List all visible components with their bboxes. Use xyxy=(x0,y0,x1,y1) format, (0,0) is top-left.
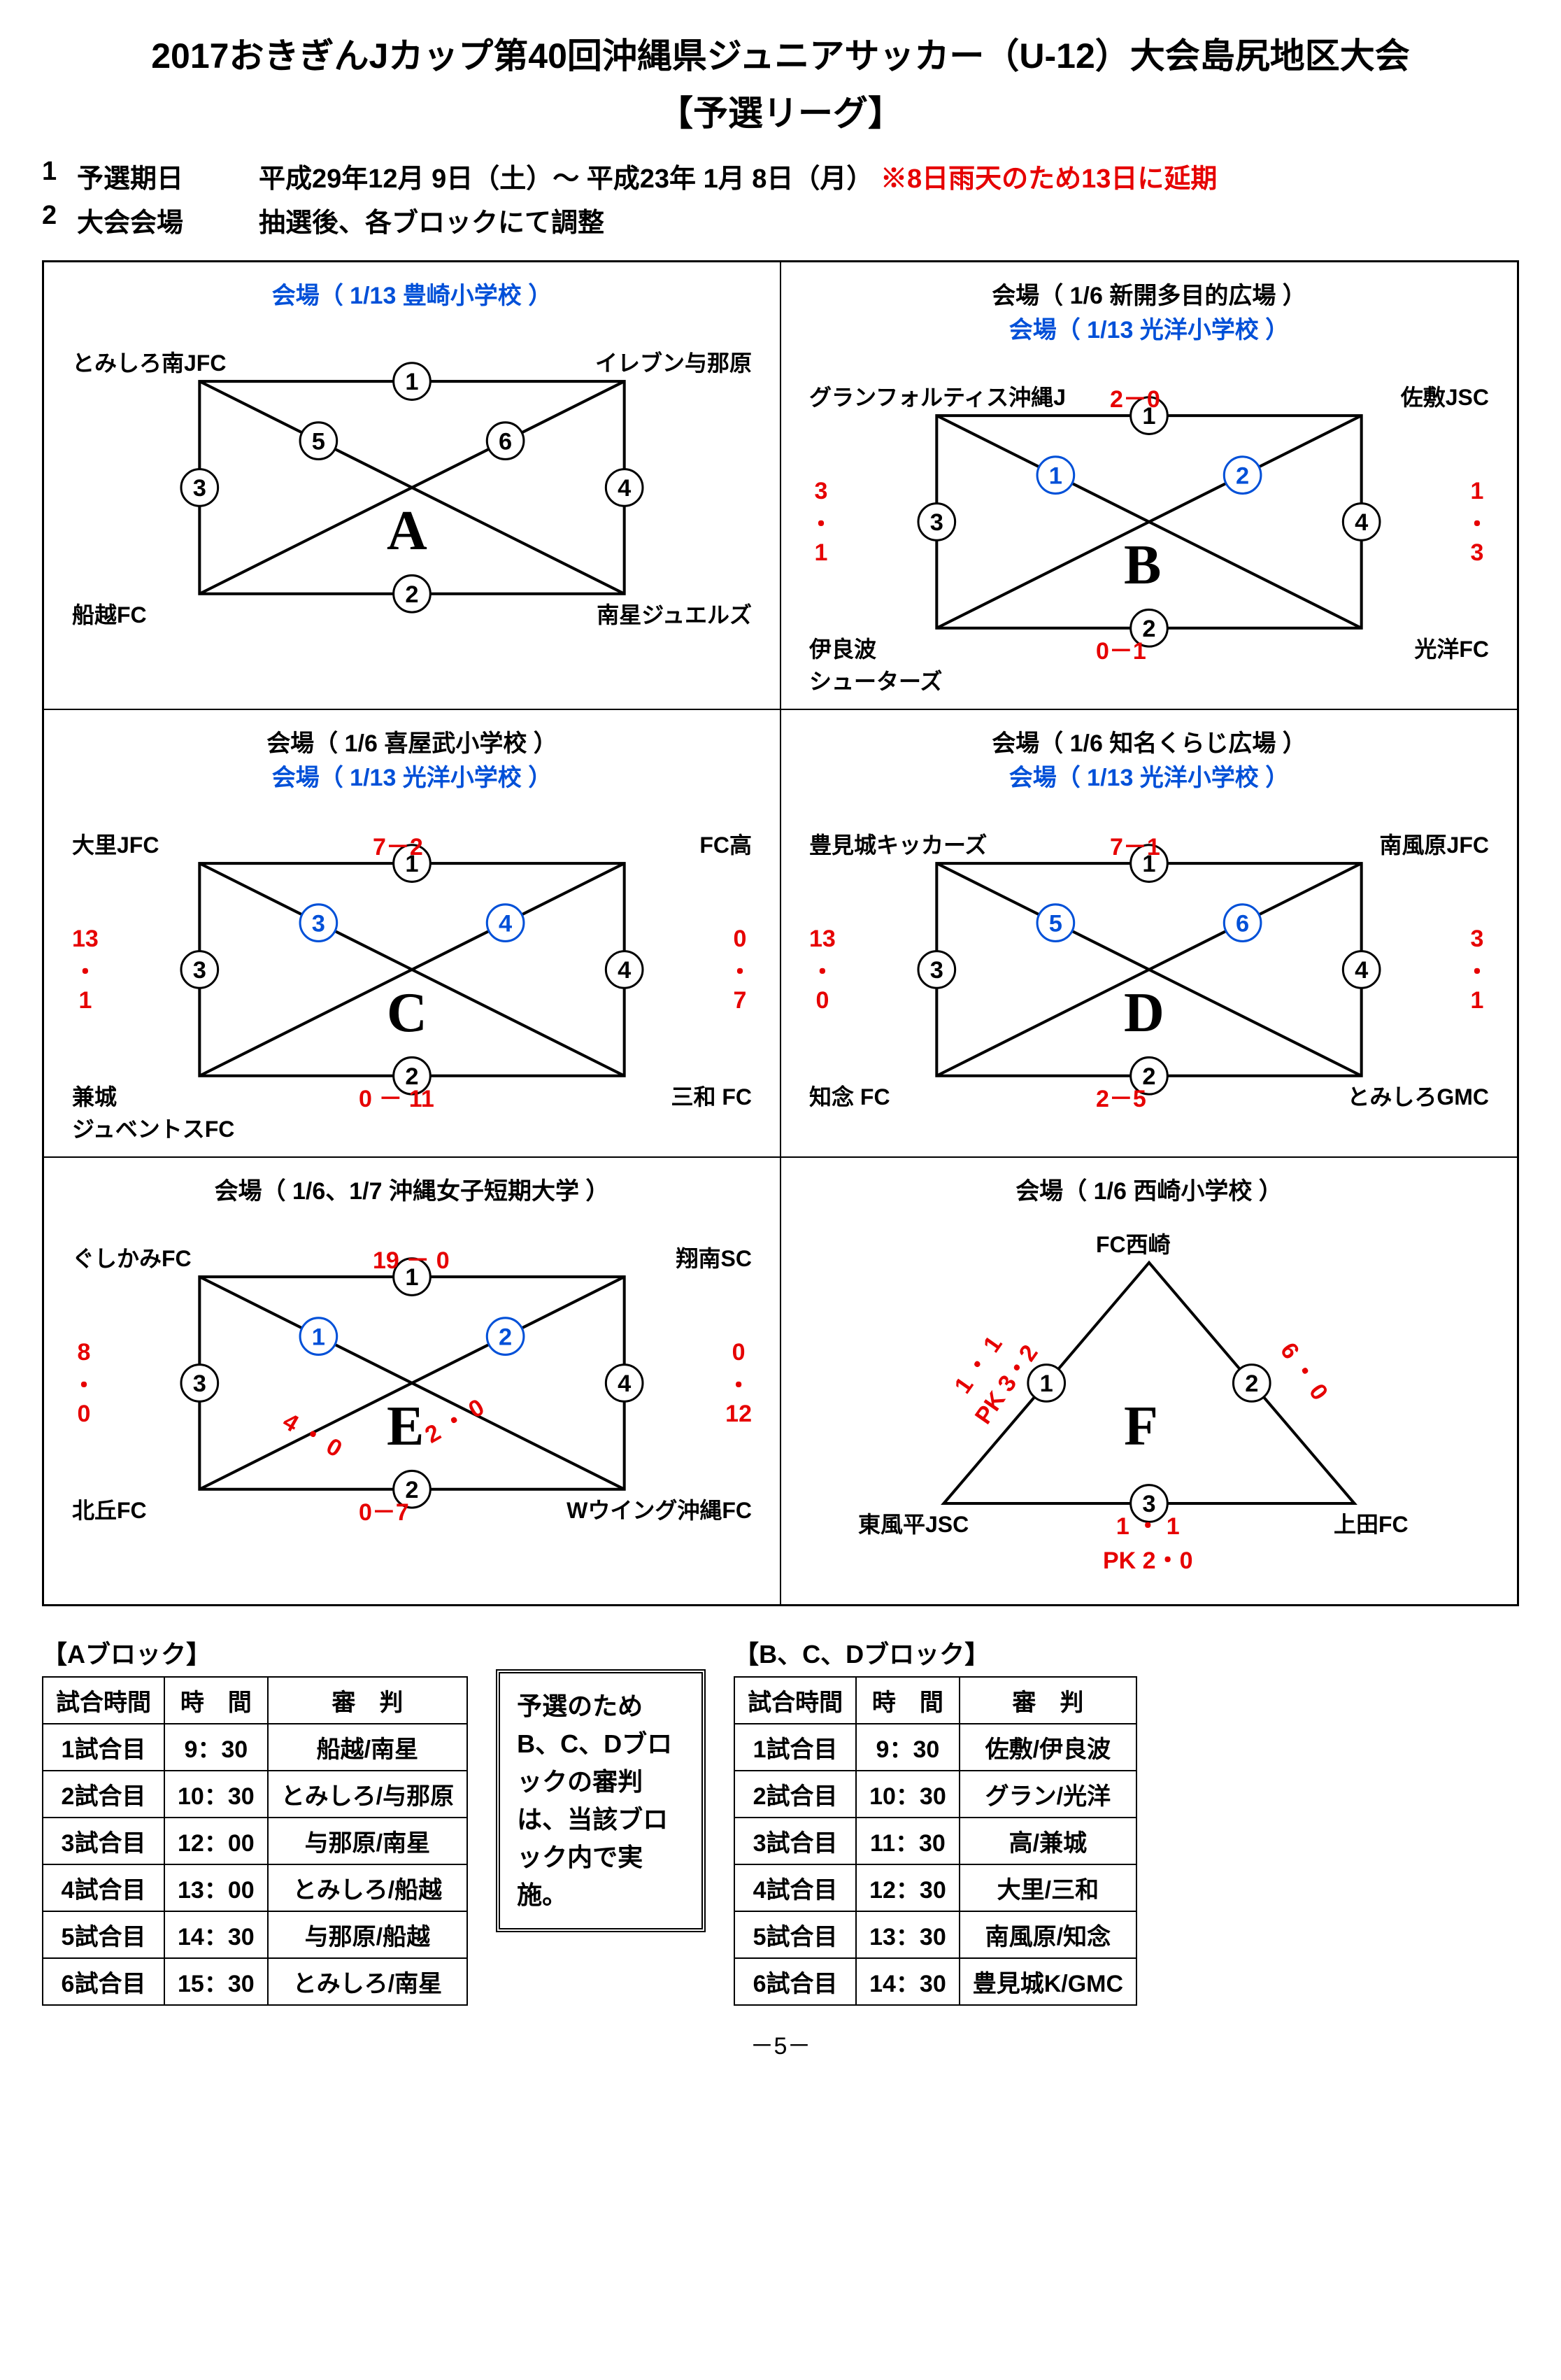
team-tr: 南風原JFC xyxy=(1380,828,1489,860)
svg-text:4: 4 xyxy=(499,910,512,937)
note-box: 予選のためB、C、Dブロックの審判は、当該ブロック内で実施。 xyxy=(496,1669,706,1932)
svg-text:3: 3 xyxy=(193,475,206,502)
page-number: －5－ xyxy=(42,2027,1519,2061)
team-tr: FC高 xyxy=(699,828,752,860)
team-tl: とみしろ南JFC xyxy=(72,346,226,378)
svg-text:4: 4 xyxy=(618,957,631,984)
svg-text:6: 6 xyxy=(1236,910,1249,937)
svg-text:6: 6 xyxy=(499,428,512,455)
svg-text:2: 2 xyxy=(499,1324,512,1350)
svg-text:4: 4 xyxy=(1355,509,1368,536)
block-letter: C xyxy=(387,982,427,1045)
team-bl: 兼城 ジュベントスFC xyxy=(72,1079,234,1144)
svg-text:1: 1 xyxy=(405,369,418,395)
block-D: 会場（ 1/6 知名くらじ広場 ）会場（ 1/13 光洋小学校 ）123456豊… xyxy=(780,709,1518,1157)
schedule-block: 【Aブロック】試合時間時 間審 判1試合目9：30船越/南星2試合目10：30と… xyxy=(42,1634,468,2006)
block-E: 会場（ 1/6、1/7 沖縄女子短期大学 ）123412ぐしかみFC翔南SC北丘… xyxy=(43,1157,780,1605)
svg-text:4: 4 xyxy=(1355,957,1368,984)
team-bl: 伊良波 シューターズ xyxy=(809,632,942,696)
team-br: 南星ジュエルズ xyxy=(597,597,752,630)
team-tl: グランフォルティス沖縄J xyxy=(809,380,1066,412)
team-tr: イレブン与那原 xyxy=(595,346,752,378)
block-letter: A xyxy=(387,500,427,563)
team-br: とみしろGMC xyxy=(1347,1079,1489,1112)
block-C: 会場（ 1/6 喜屋武小学校 ）会場（ 1/13 光洋小学校 ）123434大里… xyxy=(43,709,780,1157)
svg-text:1: 1 xyxy=(1049,462,1062,489)
svg-text:4: 4 xyxy=(618,1370,631,1397)
team-bl: 船越FC xyxy=(72,597,147,630)
team-tl: 豊見城キッカーズ xyxy=(809,828,987,860)
svg-text:3: 3 xyxy=(193,957,206,984)
team-br: Wウイング沖縄FC xyxy=(566,1493,752,1525)
team-tr: 佐敷JSC xyxy=(1401,380,1489,412)
svg-text:3: 3 xyxy=(930,957,943,984)
svg-text:2: 2 xyxy=(405,581,418,608)
info-row: 1予選期日平成29年12月 9日（土）～ 平成23年 1月 8日（月） ※8日雨… xyxy=(42,157,1519,195)
svg-text:3: 3 xyxy=(930,509,943,536)
block-letter: B xyxy=(1124,534,1161,597)
team-bl: 北丘FC xyxy=(72,1493,147,1525)
team-bl: 知念 FC xyxy=(809,1079,890,1112)
block-letter: F xyxy=(1124,1395,1158,1459)
block-letter: E xyxy=(387,1395,424,1459)
svg-text:2: 2 xyxy=(1245,1370,1258,1397)
team-br: 光洋FC xyxy=(1414,632,1489,664)
schedule-block: 【B、C、Dブロック】試合時間時 間審 判1試合目9：30佐敷/伊良波2試合目1… xyxy=(734,1634,1137,2006)
subtitle: 【予選リーグ】 xyxy=(42,85,1519,136)
svg-text:3: 3 xyxy=(312,910,325,937)
team-tr: 翔南SC xyxy=(676,1241,752,1273)
svg-text:1: 1 xyxy=(312,1324,325,1350)
team-bl: 東風平JSC xyxy=(858,1507,969,1539)
block-F: 会場（ 1/6 西崎小学校 ）123FC西崎東風平JSC上田FCF1 ・ 1 P… xyxy=(780,1157,1518,1605)
svg-text:1: 1 xyxy=(1040,1370,1053,1397)
svg-text:2: 2 xyxy=(1236,462,1249,489)
team-tl: 大里JFC xyxy=(72,828,159,860)
svg-text:5: 5 xyxy=(312,428,325,455)
team-br: 上田FC xyxy=(1334,1507,1409,1539)
svg-text:3: 3 xyxy=(193,1370,206,1397)
svg-text:5: 5 xyxy=(1049,910,1062,937)
title: 2017おきぎんJカップ第40回沖縄県ジュニアサッカー（U-12）大会島尻地区大… xyxy=(42,28,1519,78)
svg-text:4: 4 xyxy=(618,475,631,502)
block-A: 会場（ 1/13 豊崎小学校 ）123456とみしろ南JFCイレブン与那原船越F… xyxy=(43,262,780,709)
info-row: 2大会会場抽選後、各ブロックにて調整 xyxy=(42,201,1519,239)
team-tl: ぐしかみFC xyxy=(72,1241,192,1273)
team-top: FC西崎 xyxy=(1096,1227,1171,1259)
block-letter: D xyxy=(1124,982,1164,1045)
block-B: 会場（ 1/6 新開多目的広場 ）会場（ 1/13 光洋小学校 ）123412グ… xyxy=(780,262,1518,709)
team-br: 三和 FC xyxy=(671,1079,752,1112)
